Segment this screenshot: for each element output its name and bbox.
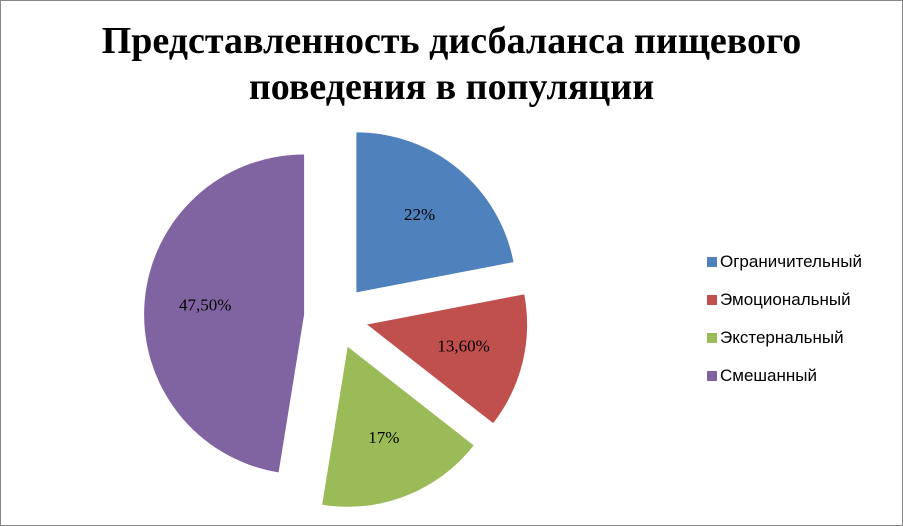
legend: Ограничительный Эмоциональный Экстерналь… [707, 252, 862, 404]
legend-item: Смешанный [707, 366, 862, 385]
legend-swatch [707, 294, 717, 305]
legend-label: Смешанный [720, 365, 818, 385]
data-label: 17% [368, 428, 399, 447]
pie-slice [356, 132, 514, 293]
legend-swatch [707, 370, 717, 381]
pie-slice [144, 154, 305, 473]
pie-slice [367, 294, 528, 424]
data-label: 47,50% [179, 295, 231, 314]
chart-title-line-2: поведения в популяции [248, 66, 655, 108]
chart-title: Представленность дисбаланса пищевого пов… [0, 18, 903, 110]
data-label: 13,60% [437, 337, 489, 356]
data-label: 22% [404, 205, 435, 224]
legend-swatch [707, 332, 717, 343]
legend-item: Экстернальный [707, 328, 862, 347]
legend-item: Эмоциональный [707, 290, 862, 309]
legend-label: Ограничительный [720, 251, 862, 271]
legend-item: Ограничительный [707, 252, 862, 271]
legend-swatch [707, 256, 717, 267]
legend-label: Экстернальный [720, 327, 844, 347]
chart-title-line-1: Представленность дисбаланса пищевого [101, 20, 802, 62]
pie-slice [322, 346, 474, 507]
legend-label: Эмоциональный [720, 289, 851, 309]
